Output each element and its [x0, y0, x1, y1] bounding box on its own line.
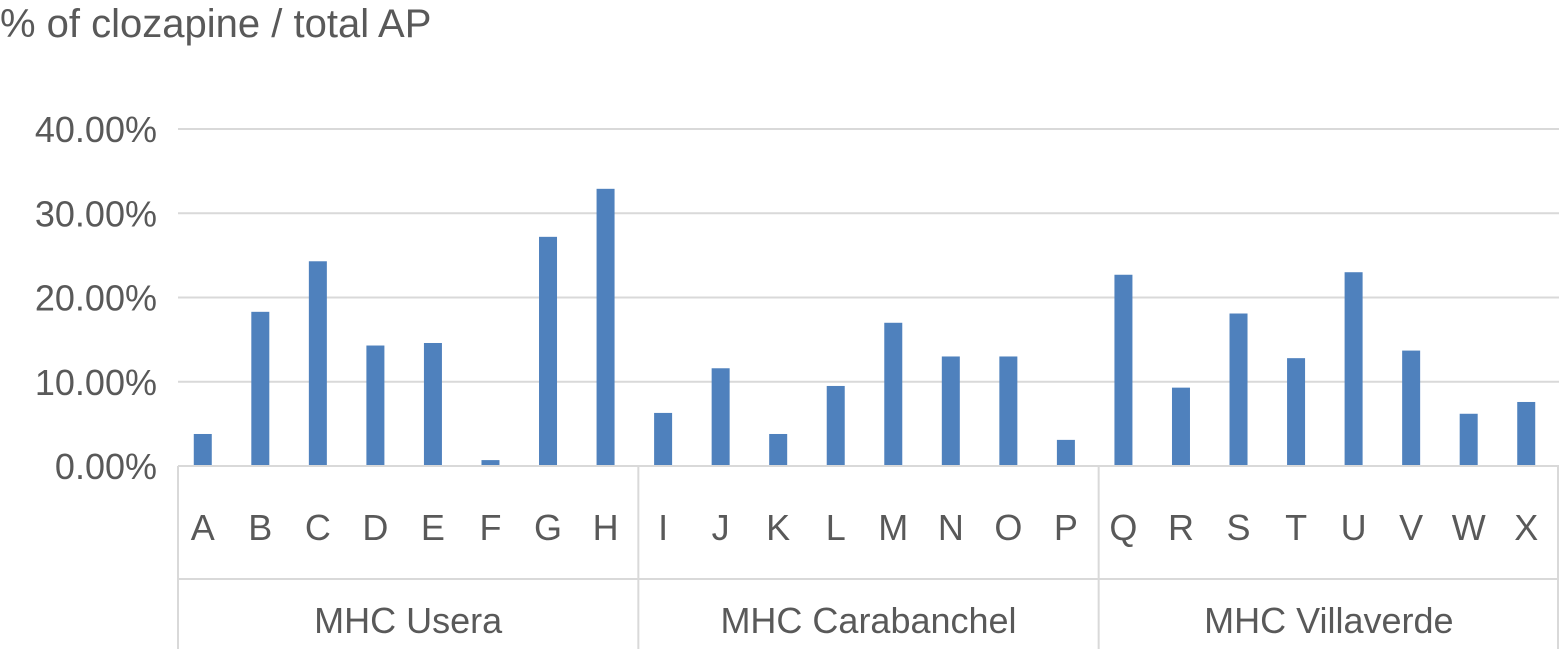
x-tick-label: R	[1168, 507, 1194, 548]
x-tick-label: P	[1054, 507, 1078, 548]
chart-title: % of clozapine / total AP	[0, 2, 432, 46]
bar-b	[251, 311, 270, 466]
x-tick-label: S	[1227, 507, 1251, 548]
x-tick-label: B	[248, 507, 272, 548]
x-tick-label: T	[1285, 507, 1307, 548]
bar-s	[1229, 313, 1248, 466]
x-tick-label: F	[479, 507, 501, 548]
bar-v	[1402, 350, 1421, 466]
bar-t	[1287, 358, 1306, 466]
x-tick-label: L	[826, 507, 846, 548]
x-tick-label: O	[994, 507, 1022, 548]
bar-g	[539, 236, 558, 466]
bar-a	[193, 433, 212, 466]
bar-i	[654, 412, 673, 466]
x-tick-label: V	[1399, 507, 1423, 548]
bar-h	[596, 188, 615, 466]
bar-l	[826, 385, 845, 466]
bar-e	[423, 342, 442, 466]
bar-r	[1171, 387, 1190, 466]
x-tick-label: D	[362, 507, 388, 548]
x-tick-label: Q	[1109, 507, 1137, 548]
bar-d	[366, 345, 385, 466]
y-axis-tick-labels: 0.00% 10.00% 20.00% 30.00% 40.00%	[35, 109, 157, 487]
bar-k	[769, 433, 788, 466]
x-tick-label: H	[593, 507, 619, 548]
y-tick-label: 20.00%	[35, 278, 157, 319]
x-tick-label: M	[878, 507, 908, 548]
group-label: MHC Usera	[314, 600, 503, 641]
bar-w	[1459, 413, 1478, 466]
bar-c	[308, 261, 327, 466]
y-tick-label: 10.00%	[35, 362, 157, 403]
x-tick-label: J	[712, 507, 730, 548]
bar-o	[999, 356, 1018, 466]
x-tick-label: X	[1514, 507, 1538, 548]
y-tick-label: 0.00%	[55, 446, 157, 487]
bar-f	[481, 460, 500, 466]
y-tick-label: 40.00%	[35, 109, 157, 150]
bar-n	[941, 356, 960, 466]
x-tick-label: I	[658, 507, 668, 548]
y-tick-label: 30.00%	[35, 193, 157, 234]
x-tick-label: N	[938, 507, 964, 548]
x-tick-label: A	[191, 507, 215, 548]
x-tick-label: W	[1452, 507, 1486, 548]
x-tick-label: K	[766, 507, 790, 548]
bar-q	[1114, 274, 1133, 466]
x-axis: A B C D E F G H MHC Usera I J K L M N O P MHC Carabanchel…	[177, 465, 1559, 649]
bars	[193, 188, 1536, 466]
bar-m	[884, 322, 903, 466]
x-tick-label: C	[305, 507, 331, 548]
bar-j	[711, 368, 730, 466]
group-label: MHC Villaverde	[1204, 600, 1453, 641]
x-tick-label: G	[534, 507, 562, 548]
group-label: MHC Carabanchel	[720, 600, 1016, 641]
bar-u	[1344, 272, 1363, 466]
bar-p	[1056, 439, 1075, 466]
bar-x	[1517, 401, 1536, 466]
x-tick-label: E	[421, 507, 445, 548]
x-tick-label: U	[1341, 507, 1367, 548]
